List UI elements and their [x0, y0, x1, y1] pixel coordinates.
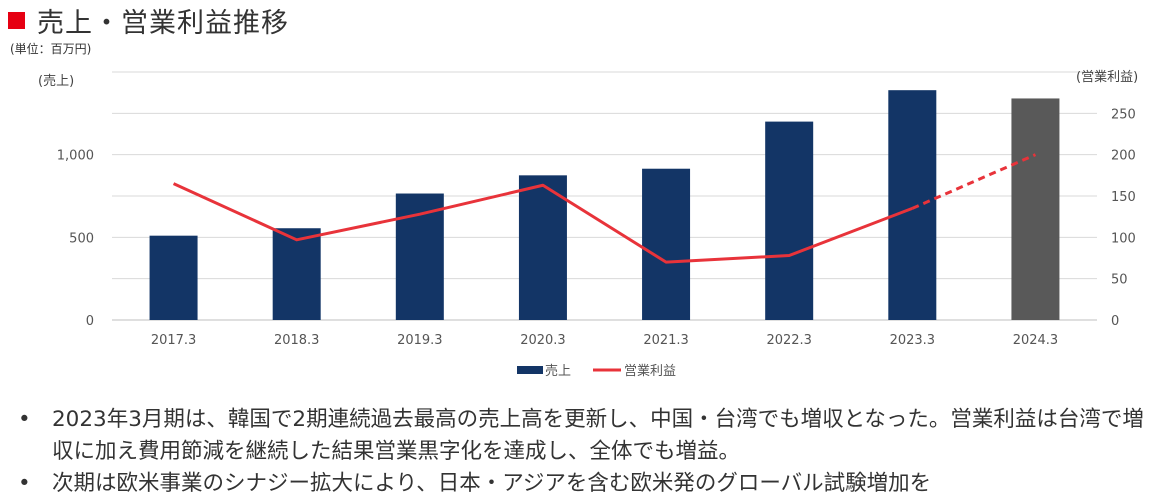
y-axis-left-label: (売上) [38, 73, 74, 89]
y-axis-left-ticks: 0 500 1,000 [57, 149, 94, 329]
title-row: 売上・営業利益推移 [8, 2, 289, 39]
sales-bars [149, 90, 1060, 320]
sales-profit-chart: 2017.3 2018.3 2019.3 2020.3 2021.3 2022.3 2023… [38, 69, 1138, 379]
y-right-tick-label: 150 [1111, 190, 1136, 205]
page-title: 売上・営業利益推移 [37, 7, 289, 39]
x-tick-label: 2019.3 [397, 333, 443, 348]
y-right-tick-label: 0 [1111, 314, 1119, 329]
bullet-text: 次期は欧米事業のシナジー拡大により、日本・アジアを含む欧米発のグローバル試験増加… [52, 471, 932, 496]
profit-line [172, 153, 1037, 264]
x-tick-label: 2022.3 [766, 333, 812, 348]
y-right-tick-label: 50 [1111, 273, 1128, 288]
y-left-tick-label: 0 [86, 314, 94, 329]
unit-note: (単位：百万円) [10, 42, 92, 56]
legend-sales-label: 売上 [545, 363, 571, 379]
sales-bar [888, 90, 937, 320]
bullet-item: • 次期は欧米事業のシナジー拡大により、日本・アジアを含む欧米発のグローバル試験… [18, 468, 1158, 500]
title-square-icon [8, 11, 25, 29]
y-left-tick-label: 1,000 [57, 149, 94, 164]
profit-line-forecast [911, 153, 1037, 210]
bullet-dot-icon: • [18, 471, 31, 496]
chart-legend: 売上 営業利益 [517, 363, 676, 379]
commentary-bullets: • 2023年3月期は、韓国で2期連続過去最高の売上高を更新し、中国・台湾でも増… [18, 404, 1158, 500]
y-axis-right-ticks: 0 50 100 150 200 250 [1111, 107, 1136, 329]
x-tick-label: 2024.3 [1013, 333, 1059, 348]
legend-profit-label: 営業利益 [624, 363, 676, 379]
x-tick-label: 2020.3 [520, 333, 566, 348]
x-axis-ticks: 2017.3 2018.3 2019.3 2020.3 2021.3 2022.3 2023… [151, 333, 1058, 348]
bullet-text: 2023年3月期は、韓国で2期連続過去最高の売上高を更新し、中国・台湾でも増収と… [52, 407, 1144, 464]
x-tick-label: 2021.3 [643, 333, 689, 348]
y-right-tick-label: 100 [1111, 231, 1136, 246]
profit-line-solid [172, 182, 913, 264]
sales-bar [272, 228, 321, 320]
y-right-tick-label: 200 [1111, 149, 1136, 164]
x-tick-label: 2017.3 [151, 333, 197, 348]
sales-bar [149, 235, 198, 320]
sales-bar [395, 193, 444, 320]
sales-bar [518, 175, 567, 320]
legend-sales-swatch [517, 366, 543, 374]
sales-bar [765, 121, 814, 320]
y-right-tick-label: 250 [1111, 107, 1136, 122]
x-tick-label: 2023.3 [890, 333, 936, 348]
bullet-item: • 2023年3月期は、韓国で2期連続過去最高の売上高を更新し、中国・台湾でも増… [18, 404, 1158, 468]
sales-bar [642, 168, 691, 320]
x-tick-label: 2018.3 [274, 333, 320, 348]
chart-grid [112, 71, 1097, 321]
sales-bar [1011, 98, 1060, 320]
bullet-dot-icon: • [18, 407, 31, 432]
y-axis-right-label: (営業利益) [1076, 69, 1138, 85]
y-left-tick-label: 500 [69, 231, 94, 246]
